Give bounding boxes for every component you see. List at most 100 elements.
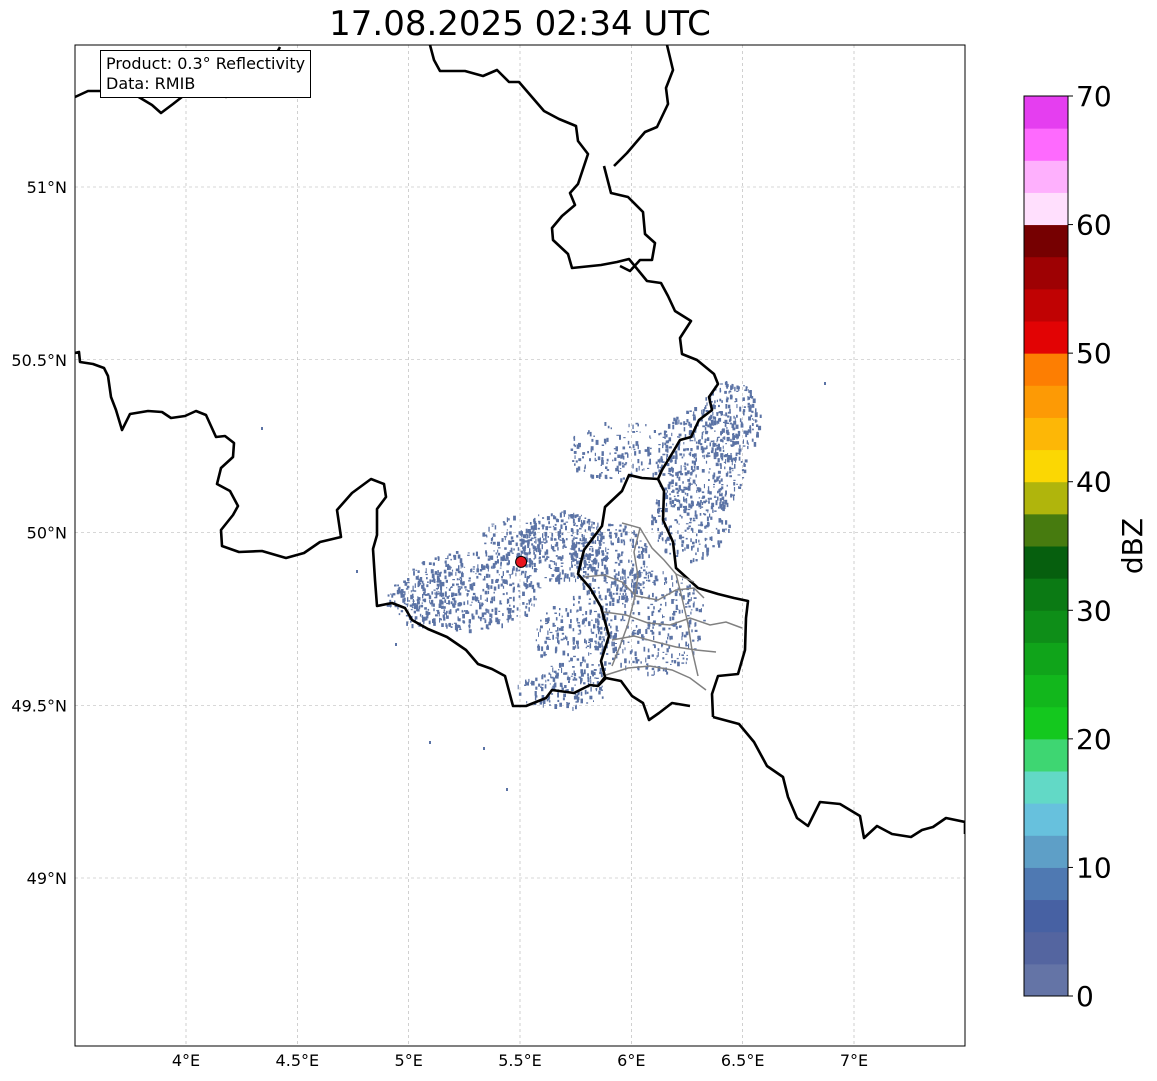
echo-cell — [701, 432, 704, 436]
echo-cell — [493, 591, 495, 594]
echo-cell — [558, 627, 562, 631]
echo-cell — [718, 404, 720, 408]
echo-cell — [705, 454, 709, 458]
echo-cell — [462, 613, 465, 619]
echo-cell — [552, 634, 554, 640]
echo-cell — [632, 574, 634, 576]
echo-cell — [709, 513, 711, 518]
echo-cell — [518, 531, 521, 535]
echo-cell — [722, 437, 725, 439]
echo-cell — [696, 445, 699, 450]
echo-cell — [592, 671, 594, 677]
echo-cell — [459, 587, 461, 591]
echo-cell — [637, 666, 640, 671]
product-label: Product: 0.3° Reflectivity — [106, 54, 306, 73]
echo-cell — [469, 604, 472, 606]
echo-cell — [668, 627, 671, 630]
border-be-de — [428, 45, 720, 480]
colorbar-segment — [1024, 771, 1068, 804]
echo-cell — [545, 535, 547, 541]
echo-cell — [555, 617, 558, 621]
echo-cell — [548, 521, 550, 525]
echo-cell — [686, 658, 688, 661]
echo-cell — [687, 471, 689, 474]
echo-cell — [683, 634, 687, 638]
echo-cell — [695, 474, 697, 478]
echo-cell — [593, 558, 596, 562]
lat-tick-label: 50°N — [27, 524, 67, 543]
echo-cell — [668, 481, 671, 486]
echo-cell — [570, 555, 574, 560]
echo-cell — [580, 691, 583, 696]
echo-cell — [460, 567, 462, 569]
echo-cell — [737, 452, 741, 454]
echo-cell — [604, 595, 607, 600]
echo-cell — [715, 452, 718, 455]
echo-cell — [652, 610, 655, 613]
echo-cell — [418, 605, 421, 610]
echo-cell — [506, 570, 509, 573]
echo-cell — [602, 647, 605, 652]
echo-cell — [545, 622, 548, 625]
echo-cell — [709, 497, 712, 500]
echo-cell — [546, 644, 549, 648]
echo-cell — [490, 585, 493, 589]
echo-cell — [671, 653, 673, 659]
echo-cell — [665, 667, 667, 672]
echo-cell — [459, 628, 462, 630]
echo-cell — [629, 538, 632, 542]
echo-cell — [516, 615, 518, 617]
echo-cell — [702, 413, 705, 416]
echo-cell — [677, 446, 680, 451]
echo-cell — [437, 591, 440, 593]
lon-tick-label: 6.5°E — [721, 1051, 765, 1070]
echo-cell — [712, 509, 714, 513]
echo-cell — [675, 454, 678, 458]
echo-cell — [527, 681, 529, 686]
echo-cell — [487, 590, 490, 595]
echo-cell — [611, 581, 614, 585]
echo-cell — [671, 466, 673, 470]
echo-cell — [652, 472, 654, 478]
echo-cell — [625, 462, 628, 464]
echo-cell — [533, 521, 537, 525]
echo-cell — [733, 441, 737, 445]
echo-cell — [744, 389, 747, 391]
echo-cell — [591, 569, 594, 573]
echo-cell — [465, 610, 469, 614]
echo-cell — [503, 536, 507, 538]
echo-cell — [716, 500, 718, 504]
echo-cell — [680, 582, 683, 584]
echo-cell — [612, 635, 616, 640]
echo-cell — [665, 495, 669, 500]
echo-cell — [685, 487, 688, 490]
echo-cell — [519, 533, 522, 536]
echo-cell — [567, 653, 569, 657]
echo-cell — [683, 489, 686, 491]
lon-tick-label: 4.5°E — [276, 1051, 320, 1070]
echo-cell — [661, 643, 664, 647]
echo-cell — [426, 584, 429, 588]
echo-cell — [437, 592, 439, 595]
echo-cell — [425, 616, 428, 621]
echo-cell — [747, 446, 749, 450]
echo-cell — [636, 430, 638, 432]
echo-cell — [537, 538, 541, 542]
echo-cell — [694, 467, 696, 472]
echo-cell — [725, 472, 729, 477]
echo-cell — [671, 467, 674, 472]
echo-cell — [587, 518, 591, 522]
echo-cell — [638, 659, 640, 662]
echo-cell — [637, 459, 640, 464]
echo-cell — [421, 616, 424, 618]
echo-cell — [429, 579, 431, 584]
echo-cell — [582, 614, 584, 616]
echo-cell — [690, 597, 692, 601]
echo-cell — [706, 445, 708, 449]
echo-cell — [743, 430, 746, 434]
echo-cell — [678, 436, 681, 438]
echo-cell — [423, 621, 425, 625]
echo-cell — [410, 594, 414, 600]
echo-cell — [711, 406, 715, 409]
echo-cell — [625, 592, 627, 596]
